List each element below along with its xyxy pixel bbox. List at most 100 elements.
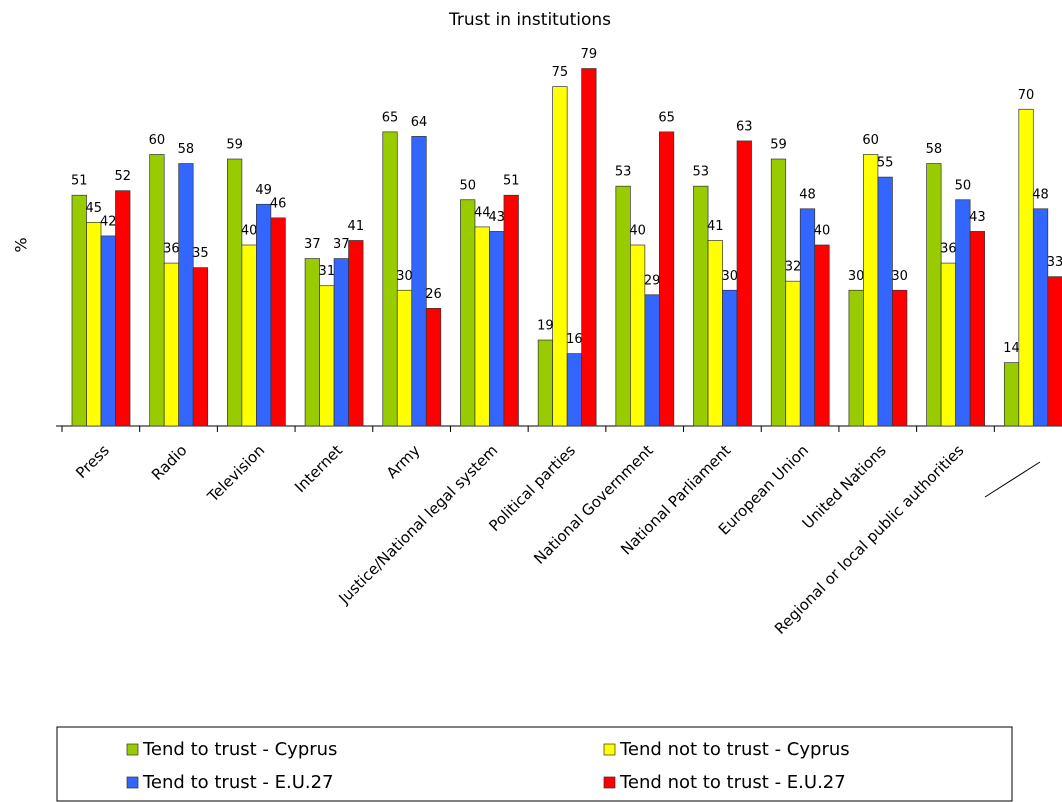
x-tick-label: Justice/National legal system [335, 441, 502, 608]
data-label: 59 [770, 138, 787, 153]
data-label: 53 [693, 165, 710, 180]
data-label: 37 [333, 237, 350, 252]
bar [333, 258, 349, 427]
bar [474, 226, 490, 427]
bar [71, 194, 87, 427]
bar [1003, 362, 1020, 427]
bar [425, 308, 442, 427]
bar [411, 136, 427, 427]
legend-marker [126, 743, 139, 756]
data-label: 40 [629, 224, 646, 239]
bar [396, 289, 413, 427]
data-label: 46 [270, 196, 287, 211]
bar [460, 199, 476, 427]
bar [658, 131, 675, 427]
data-label: 58 [178, 142, 195, 157]
legend-label: Tend to trust - Cyprus [142, 739, 337, 760]
bar [736, 140, 752, 427]
bar [304, 258, 320, 427]
data-label: 65 [658, 110, 675, 125]
data-label: 52 [114, 169, 131, 184]
data-label: 65 [382, 110, 399, 125]
data-label: 45 [85, 201, 102, 216]
data-label: 43 [488, 210, 505, 225]
data-label: 53 [615, 165, 632, 180]
data-label: 19 [537, 319, 554, 334]
bar [940, 262, 956, 427]
data-label: 44 [474, 205, 491, 220]
data-label: 36 [163, 242, 180, 257]
data-label: 30 [848, 269, 865, 284]
legend-box [56, 726, 1013, 802]
y-axis-label: % [12, 237, 31, 252]
bar [256, 203, 272, 427]
bar [1047, 276, 1062, 427]
bar [969, 231, 985, 427]
bar [178, 163, 194, 427]
data-label: 49 [255, 183, 272, 198]
x-tick-label: Internet [291, 441, 346, 496]
bar [552, 86, 568, 427]
data-label: 37 [304, 237, 321, 252]
data-label: 79 [581, 47, 598, 62]
bar [192, 267, 209, 427]
data-label: 58 [926, 142, 943, 157]
data-label: 60 [862, 133, 879, 148]
data-label: 42 [100, 214, 117, 229]
bar [863, 154, 879, 427]
bar [848, 289, 864, 427]
data-label: 43 [969, 210, 986, 225]
data-label: 32 [785, 260, 802, 275]
bar [814, 244, 830, 427]
data-label: 50 [955, 178, 972, 193]
bar [693, 185, 709, 427]
data-label: 55 [877, 156, 894, 171]
bar [644, 294, 660, 427]
data-label: 31 [319, 264, 336, 279]
x-tick-label: Army [383, 441, 424, 482]
bar [926, 163, 942, 427]
data-label: 51 [71, 174, 88, 189]
data-label: 26 [425, 287, 442, 302]
data-label: 14 [1003, 341, 1020, 356]
bar [629, 244, 646, 427]
data-label: 33 [1047, 255, 1062, 270]
legend-marker [603, 743, 616, 756]
legend-label: Tend not to trust - Cyprus [619, 739, 850, 760]
bar [86, 222, 102, 427]
bar [348, 240, 364, 427]
data-label: 48 [1032, 187, 1049, 202]
data-label: 40 [814, 224, 831, 239]
legend-marker [126, 776, 139, 789]
data-label: 59 [226, 138, 243, 153]
data-label: 35 [192, 246, 209, 261]
bar [1018, 108, 1034, 427]
data-label: 51 [503, 174, 520, 189]
data-label: 41 [348, 219, 365, 234]
bar [163, 262, 180, 427]
data-label: 29 [644, 273, 661, 288]
data-label: 75 [552, 65, 569, 80]
bar [566, 353, 583, 427]
data-label: 64 [411, 115, 428, 130]
bar [722, 289, 738, 427]
x-tick-label: Television [203, 441, 268, 506]
bar [785, 280, 801, 427]
bar [489, 231, 505, 427]
bar [615, 185, 631, 427]
data-label: 41 [707, 219, 724, 234]
data-label: 40 [241, 224, 258, 239]
bar [503, 194, 519, 427]
data-label: 30 [396, 269, 413, 284]
bar [892, 289, 908, 427]
data-label: 30 [891, 269, 908, 284]
bar [115, 190, 131, 427]
x-tick-label: Radio [148, 441, 191, 484]
bar [319, 285, 335, 427]
bar [1032, 208, 1049, 427]
bar [227, 158, 243, 427]
legend-marker [603, 776, 616, 789]
data-label: 50 [459, 178, 476, 193]
bar [707, 240, 723, 427]
